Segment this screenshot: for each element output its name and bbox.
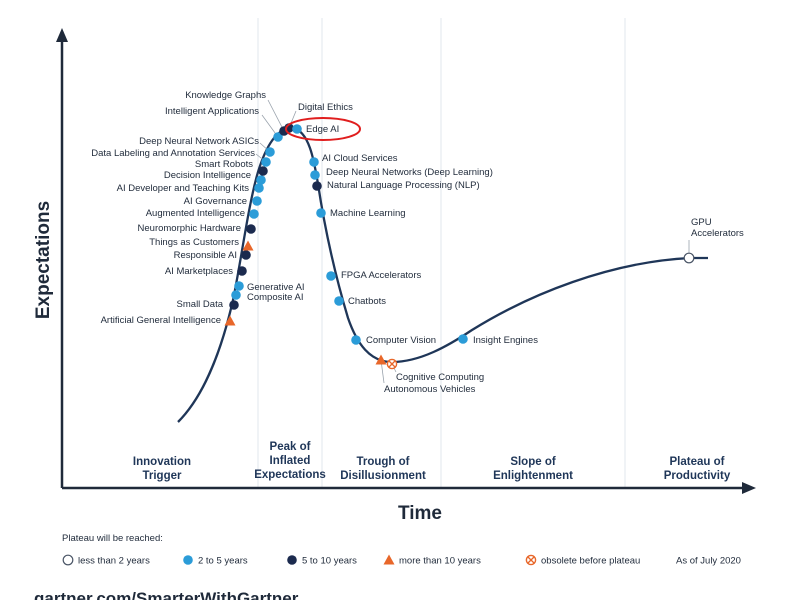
legend-label-2-to-5-years: 2 to 5 years bbox=[198, 556, 248, 567]
things-as-customers-marker bbox=[242, 240, 254, 251]
ai-cloud-services-label: AI Cloud Services bbox=[322, 153, 398, 164]
axes bbox=[56, 28, 756, 494]
ai-developer-and-teaching-kits-marker bbox=[254, 183, 264, 193]
natural-language-processing-nlp-label: Natural Language Processing (NLP) bbox=[327, 180, 480, 191]
smart-robots-marker bbox=[258, 166, 268, 176]
autonomous-vehicles-label: Autonomous Vehicles bbox=[384, 384, 476, 395]
deep-neural-networks-deep-learning-marker bbox=[310, 170, 320, 180]
ai-developer-and-teaching-kits-label: AI Developer and Teaching Kits bbox=[117, 183, 250, 194]
decision-intelligence-label: Decision Intelligence bbox=[164, 170, 251, 181]
ai-marketplaces-marker bbox=[237, 266, 247, 276]
legend-title: Plateau will be reached: bbox=[62, 533, 163, 544]
fpga-accelerators-marker bbox=[326, 271, 336, 281]
ai-cloud-services-marker bbox=[309, 157, 319, 167]
data-labeling-and-annotation-services-label: Data Labeling and Annotation Services bbox=[91, 148, 255, 159]
phase-label-3-line-1: Trough of bbox=[356, 456, 409, 468]
phase-label-4-line-2: Enlightenment bbox=[493, 470, 573, 482]
composite-ai-label: Composite AI bbox=[247, 292, 304, 303]
legend-marker-less-than-2-years bbox=[62, 554, 74, 566]
neuromorphic-hardware-label: Neuromorphic Hardware bbox=[138, 223, 241, 234]
edge-ai-label: Edge AI bbox=[306, 124, 339, 135]
augmented-intelligence-label: Augmented Intelligence bbox=[146, 208, 245, 219]
ai-governance-marker bbox=[252, 196, 262, 206]
generative-ai-label: Generative AI bbox=[247, 282, 305, 293]
legend-marker-5-to-10-years bbox=[287, 555, 297, 565]
composite-ai-marker bbox=[231, 290, 241, 300]
phase-label-2-line-3: Expectations bbox=[254, 469, 326, 481]
legend-label-5-to-10-years: 5 to 10 years bbox=[302, 556, 357, 567]
intelligent-applications-marker bbox=[273, 132, 283, 142]
phase-label-1-line-1: Innovation bbox=[133, 456, 191, 468]
legend-marker-obsolete-before-plateau bbox=[525, 554, 537, 566]
legend-label-obsolete-before-plateau: obsolete before plateau bbox=[541, 556, 640, 567]
phase-label-4-line-1: Slope of bbox=[510, 456, 556, 468]
chatbots-label: Chatbots bbox=[348, 296, 386, 307]
artificial-general-intelligence-label: Artificial General Intelligence bbox=[101, 315, 221, 326]
knowledge-graphs-label: Knowledge Graphs bbox=[185, 90, 266, 101]
deep-neural-network-asics-label: Deep Neural Network ASICs bbox=[139, 136, 259, 147]
computer-vision-marker bbox=[351, 335, 361, 345]
legend-marker-2-to-5-years bbox=[183, 555, 193, 565]
responsible-ai-marker bbox=[241, 250, 251, 260]
neuromorphic-hardware-marker bbox=[246, 224, 256, 234]
smart-robots-label: Smart Robots bbox=[195, 159, 253, 170]
phase-label-5-line-1: Plateau of bbox=[670, 456, 725, 468]
gpu-accelerators-label: GPU Accelerators bbox=[691, 217, 744, 239]
gpu-accelerators-marker bbox=[683, 252, 695, 264]
legend-label-more-than-10-years: more than 10 years bbox=[399, 556, 481, 567]
autonomous-vehicles-marker bbox=[375, 354, 387, 365]
intelligent-applications-label: Intelligent Applications bbox=[165, 106, 259, 117]
insight-engines-label: Insight Engines bbox=[473, 335, 538, 346]
phase-labels: Innovation Trigger Peak of Inflated Expectat… bbox=[133, 441, 731, 482]
insight-engines-marker bbox=[458, 334, 468, 344]
phase-label-5-line-2: Productivity bbox=[664, 470, 731, 482]
ai-marketplaces-label: AI Marketplaces bbox=[165, 266, 233, 277]
fpga-accelerators-label: FPGA Accelerators bbox=[341, 270, 422, 281]
natural-language-processing-nlp-marker bbox=[312, 181, 322, 191]
things-as-customers-label: Things as Customers bbox=[149, 237, 239, 248]
phase-label-2-line-2: Inflated bbox=[270, 455, 311, 467]
technology-labels: Artificial General Intelligence Small Dat… bbox=[91, 90, 744, 395]
y-axis-title: Expectations bbox=[33, 201, 54, 319]
computer-vision-label: Computer Vision bbox=[366, 335, 436, 346]
legend: Plateau will be reached: less than 2 yea… bbox=[62, 533, 741, 567]
legend-label-less-than-2-years: less than 2 years bbox=[78, 556, 150, 567]
knowledge-graphs-leader-line bbox=[267, 99, 285, 132]
deep-neural-network-asics-marker bbox=[265, 147, 275, 157]
cognitive-computing-label: Cognitive Computing bbox=[396, 372, 484, 383]
machine-learning-label: Machine Learning bbox=[330, 208, 406, 219]
footer-url: gartner.com/SmarterWithGartner bbox=[34, 589, 299, 600]
augmented-intelligence-marker bbox=[249, 209, 259, 219]
edge-ai-highlight-ellipse bbox=[285, 117, 361, 141]
legend-marker-more-than-10-years bbox=[383, 554, 395, 565]
cognitive-computing-marker bbox=[386, 358, 398, 370]
technology-markers bbox=[224, 123, 695, 370]
responsible-ai-label: Responsible AI bbox=[174, 250, 237, 261]
small-data-label: Small Data bbox=[177, 299, 224, 310]
generative-ai-marker bbox=[234, 281, 244, 291]
x-axis-title: Time bbox=[398, 503, 442, 524]
deep-neural-networks-deep-learning-label: Deep Neural Networks (Deep Learning) bbox=[326, 167, 493, 178]
phase-separators bbox=[257, 18, 626, 488]
data-labeling-and-annotation-services-marker bbox=[261, 157, 271, 167]
y-axis-arrow bbox=[56, 28, 68, 42]
edge-ai-marker bbox=[292, 124, 302, 134]
small-data-marker bbox=[229, 300, 239, 310]
chatbots-marker bbox=[334, 296, 344, 306]
phase-label-3-line-2: Disillusionment bbox=[340, 470, 426, 482]
x-axis-arrow bbox=[742, 482, 756, 494]
digital-ethics-label: Digital Ethics bbox=[298, 102, 353, 113]
machine-learning-marker bbox=[316, 208, 326, 218]
phase-label-2-line-1: Peak of bbox=[270, 441, 311, 453]
ai-governance-label: AI Governance bbox=[184, 196, 247, 207]
artificial-general-intelligence-marker bbox=[224, 315, 236, 326]
decision-intelligence-marker bbox=[256, 175, 266, 185]
legend-as-of-date: As of July 2020 bbox=[676, 556, 741, 567]
phase-label-1-line-2: Trigger bbox=[143, 470, 183, 482]
